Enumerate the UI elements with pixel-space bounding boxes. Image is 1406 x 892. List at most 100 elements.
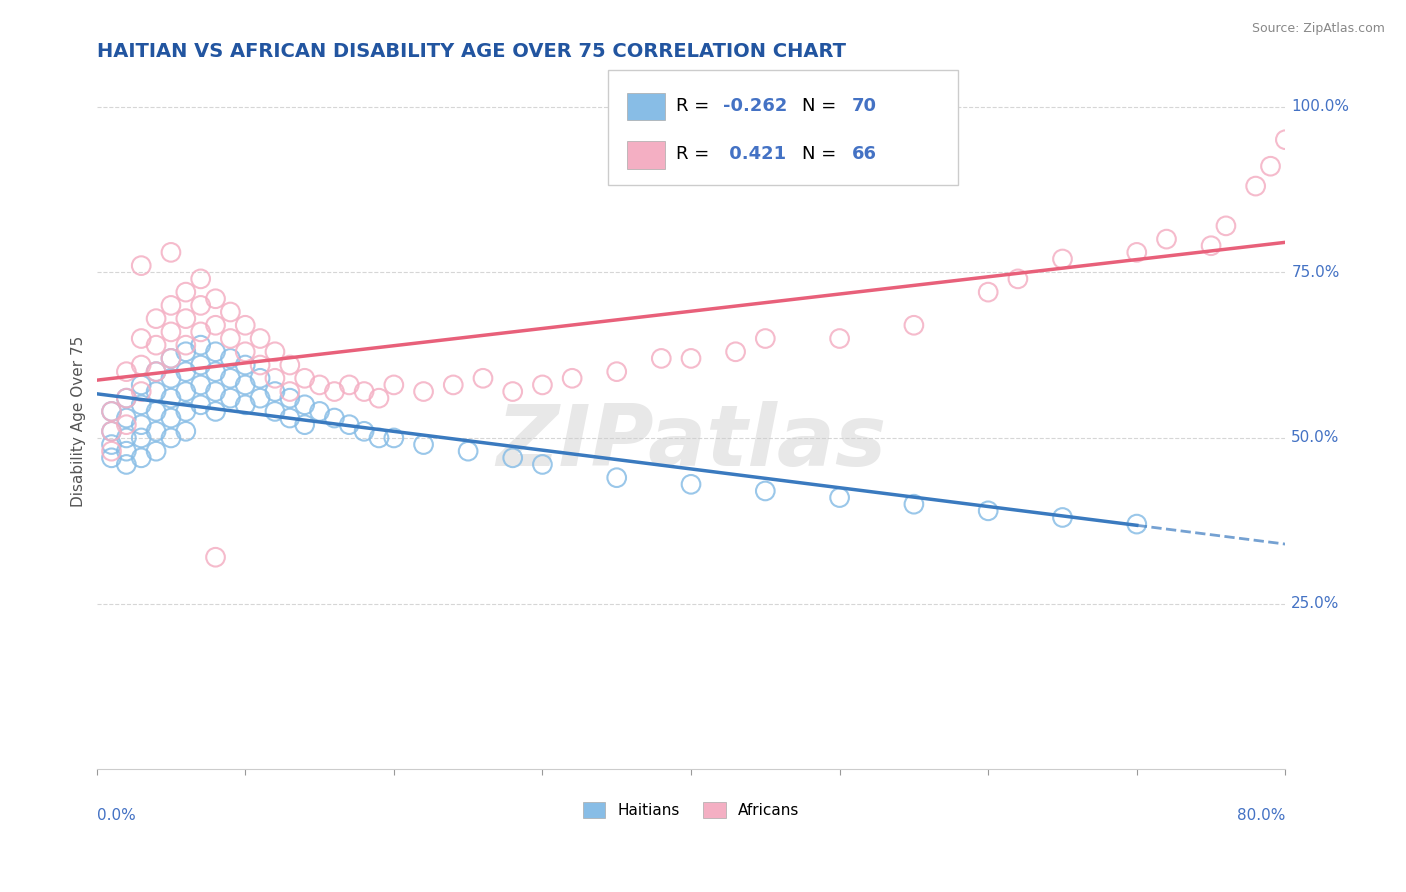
Point bbox=[249, 391, 271, 405]
Point bbox=[160, 351, 183, 366]
Point bbox=[204, 550, 226, 565]
Point bbox=[129, 450, 152, 465]
Point bbox=[382, 378, 405, 392]
Point bbox=[190, 298, 212, 312]
Point bbox=[441, 378, 464, 392]
Text: HAITIAN VS AFRICAN DISABILITY AGE OVER 75 CORRELATION CHART: HAITIAN VS AFRICAN DISABILITY AGE OVER 7… bbox=[97, 42, 845, 61]
Text: N =: N = bbox=[801, 145, 842, 163]
Point bbox=[145, 311, 167, 326]
Point bbox=[129, 378, 152, 392]
Point bbox=[115, 411, 138, 425]
Point bbox=[219, 305, 242, 319]
Point bbox=[204, 365, 226, 379]
Point bbox=[100, 450, 122, 465]
Text: 66: 66 bbox=[852, 145, 876, 163]
Text: Source: ZipAtlas.com: Source: ZipAtlas.com bbox=[1251, 22, 1385, 36]
Point bbox=[174, 338, 197, 352]
Point bbox=[1244, 179, 1267, 194]
Point bbox=[204, 384, 226, 399]
Point bbox=[233, 358, 256, 372]
Point bbox=[1052, 510, 1074, 524]
Point bbox=[337, 417, 360, 432]
Point bbox=[115, 431, 138, 445]
Text: ZIPatlas: ZIPatlas bbox=[496, 401, 886, 483]
Point bbox=[100, 404, 122, 418]
Point bbox=[502, 450, 524, 465]
Point bbox=[174, 365, 197, 379]
Point bbox=[160, 391, 183, 405]
Point bbox=[174, 384, 197, 399]
Point bbox=[278, 411, 301, 425]
Point bbox=[145, 338, 167, 352]
Point bbox=[278, 358, 301, 372]
Text: 75.0%: 75.0% bbox=[1291, 265, 1340, 280]
Point bbox=[337, 378, 360, 392]
Point bbox=[129, 259, 152, 273]
Point bbox=[160, 351, 183, 366]
Point bbox=[278, 384, 301, 399]
Point bbox=[160, 325, 183, 339]
Point bbox=[145, 425, 167, 439]
Point bbox=[606, 471, 628, 485]
Point bbox=[1007, 272, 1029, 286]
Point bbox=[531, 378, 554, 392]
Point bbox=[249, 371, 271, 385]
Point bbox=[129, 384, 152, 399]
Point bbox=[145, 384, 167, 399]
Point bbox=[160, 298, 183, 312]
Point bbox=[977, 285, 1000, 300]
Point bbox=[129, 358, 152, 372]
Point bbox=[353, 425, 375, 439]
Point bbox=[650, 351, 672, 366]
Point bbox=[264, 344, 287, 359]
Point bbox=[219, 351, 242, 366]
Point bbox=[115, 365, 138, 379]
Point bbox=[100, 444, 122, 458]
Point bbox=[115, 444, 138, 458]
Text: 25.0%: 25.0% bbox=[1291, 596, 1340, 611]
Text: 0.0%: 0.0% bbox=[97, 807, 135, 822]
Point bbox=[1126, 517, 1149, 532]
Legend: Haitians, Africans: Haitians, Africans bbox=[576, 796, 806, 824]
Text: 80.0%: 80.0% bbox=[1237, 807, 1285, 822]
Point bbox=[129, 431, 152, 445]
Point bbox=[204, 404, 226, 418]
Point bbox=[308, 378, 330, 392]
Point bbox=[323, 411, 346, 425]
Point bbox=[100, 404, 122, 418]
Text: R =: R = bbox=[675, 145, 714, 163]
Point bbox=[903, 497, 925, 511]
Point bbox=[233, 378, 256, 392]
Point bbox=[368, 431, 391, 445]
Point bbox=[100, 425, 122, 439]
Point bbox=[1274, 133, 1296, 147]
Point bbox=[219, 332, 242, 346]
Point bbox=[190, 338, 212, 352]
Point bbox=[308, 404, 330, 418]
Point bbox=[160, 371, 183, 385]
Point bbox=[100, 425, 122, 439]
Point bbox=[129, 332, 152, 346]
Point bbox=[679, 477, 702, 491]
FancyBboxPatch shape bbox=[627, 141, 665, 169]
Point bbox=[115, 391, 138, 405]
Text: -0.262: -0.262 bbox=[723, 97, 787, 115]
Point bbox=[679, 351, 702, 366]
Point bbox=[233, 398, 256, 412]
Point bbox=[160, 245, 183, 260]
Point bbox=[219, 391, 242, 405]
Point bbox=[903, 318, 925, 333]
Point bbox=[1126, 245, 1149, 260]
Point bbox=[115, 391, 138, 405]
Point bbox=[129, 417, 152, 432]
Point bbox=[190, 378, 212, 392]
Point bbox=[353, 384, 375, 399]
Point bbox=[294, 398, 316, 412]
Point bbox=[145, 365, 167, 379]
Point bbox=[1199, 238, 1222, 252]
Point bbox=[531, 458, 554, 472]
Point bbox=[561, 371, 583, 385]
Point bbox=[204, 318, 226, 333]
Point bbox=[754, 483, 776, 498]
Text: 70: 70 bbox=[852, 97, 876, 115]
